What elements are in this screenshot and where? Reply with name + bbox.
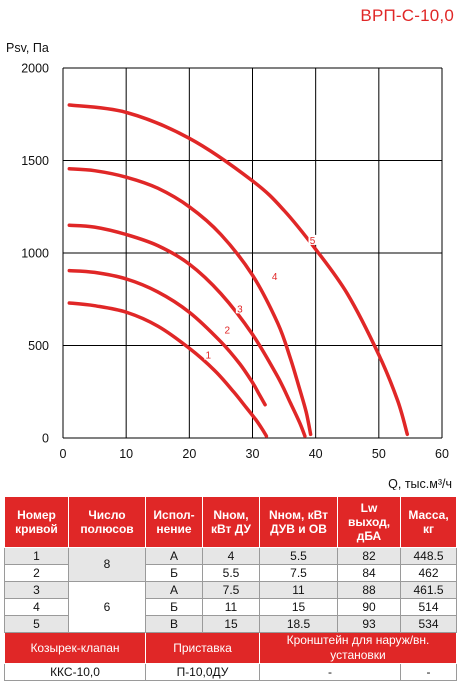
x-tick-label: 30 (246, 447, 260, 461)
cell-damper: ККС-10,0 (4, 663, 146, 681)
cell-sound-level: 82 (337, 547, 401, 565)
header-adapter: Приставка (145, 632, 260, 664)
table-row: 1 8 А 4 5.5 82 448.5 (4, 547, 457, 582)
chart-grid (62, 67, 443, 439)
curve-3 (67, 223, 307, 438)
cell-version: В (145, 615, 203, 633)
table-header-row: Номер кривой Число полюсов Испол-нение N… (4, 496, 457, 548)
curve-label-4: 4 (272, 272, 278, 283)
header-power-duv: Nном, кВт ДУВ и ОВ (259, 496, 338, 548)
cell-curve: 3 (4, 581, 69, 599)
cell-version: Б (145, 564, 203, 582)
cell-power-du: 7.5 (202, 581, 260, 599)
y-tick-label: 1500 (21, 154, 49, 168)
cell-poles: 6 (68, 581, 146, 633)
curve-1 (67, 301, 269, 438)
table-row: 3 6 А 7.5 11 88 461.5 (4, 581, 457, 633)
header-power-du: Nном, кВт ДУ (202, 496, 260, 548)
curve-5 (67, 103, 410, 437)
cell-power-duv: 5.5 (259, 547, 338, 565)
header-sound-level: Lw выход, дБА (337, 496, 401, 548)
x-tick-label: 40 (309, 447, 323, 461)
x-tick-label: 60 (435, 447, 449, 461)
y-tick-label: 1000 (21, 247, 49, 261)
cell-mass: 534 (400, 615, 457, 633)
cell-bracket-extra: - (400, 663, 457, 681)
cell-mass: 461.5 (400, 581, 457, 599)
header-bracket: Кронштейн для наруж/вн. установки (259, 632, 457, 664)
table-row: 5 В 15 18.5 93 534 (4, 615, 457, 633)
curve-label-bg (204, 349, 213, 360)
accessories-header-row: Козырек-клапан Приставка Кронштейн для н… (4, 632, 457, 664)
specification-table: Номер кривой Число полюсов Испол-нение N… (4, 496, 457, 681)
header-curve-number: Номер кривой (4, 496, 69, 548)
cell-power-duv: 11 (259, 581, 338, 599)
curve-4 (67, 167, 313, 437)
y-tick-label: 0 (42, 432, 49, 446)
curve-2 (67, 268, 267, 407)
y-tick-label: 2000 (21, 62, 49, 76)
cell-curve: 2 (4, 564, 69, 582)
cell-power-du: 5.5 (202, 564, 260, 582)
x-axis-title: Q, тыс.м³/ч (388, 477, 452, 490)
cell-mass: 514 (400, 598, 457, 616)
header-poles: Число полюсов (68, 496, 146, 548)
cell-curve: 5 (4, 615, 69, 633)
curve-label-bg (223, 324, 232, 335)
cell-sound-level: 84 (337, 564, 401, 582)
curve-label-2: 2 (224, 326, 230, 337)
chart-axes: 0 10 20 30 40 50 60 0 500 1000 1500 2000 (21, 62, 449, 462)
cell-curve: 1 (4, 547, 69, 565)
cell-power-du: 11 (202, 598, 260, 616)
cell-version: А (145, 547, 203, 565)
accessories-values-row: ККС-10,0 П-10,0ДУ - - (4, 663, 457, 681)
cell-power-duv: 7.5 (259, 564, 338, 582)
cell-adapter: П-10,0ДУ (145, 663, 260, 681)
cell-mass: 462 (400, 564, 457, 582)
cell-bracket: - (259, 663, 401, 681)
curve-label-1: 1 (206, 351, 212, 362)
cell-version: А (145, 581, 203, 599)
table-row: 4 Б 11 15 90 514 (4, 598, 457, 616)
curve-label-bg (308, 234, 317, 245)
header-version: Испол-нение (145, 496, 203, 548)
cell-power-duv: 15 (259, 598, 338, 616)
model-title: ВРП-С-10,0 (360, 6, 454, 25)
x-tick-label: 20 (182, 447, 196, 461)
y-tick-label: 500 (28, 339, 49, 353)
cell-version: Б (145, 598, 203, 616)
cell-mass: 448.5 (400, 547, 457, 565)
cell-sound-level: 90 (337, 598, 401, 616)
y-axis-title: Psv, Па (6, 41, 49, 55)
header-damper: Козырек-клапан (4, 632, 146, 664)
curve-label-5: 5 (310, 236, 316, 247)
x-tick-label: 10 (119, 447, 133, 461)
cell-power-du: 15 (202, 615, 260, 633)
header-mass: Масса, кг (400, 496, 457, 548)
curve-label-3: 3 (237, 304, 243, 315)
cell-power-du: 4 (202, 547, 260, 565)
cell-power-duv: 18.5 (259, 615, 338, 633)
cell-poles: 8 (68, 547, 146, 582)
curve-label-bg (270, 270, 279, 281)
x-tick-label: 50 (372, 447, 386, 461)
cell-sound-level: 88 (337, 581, 401, 599)
cell-curve: 4 (4, 598, 69, 616)
x-tick-label: 0 (60, 447, 67, 461)
cell-sound-level: 93 (337, 615, 401, 633)
curve-label-bg (235, 303, 244, 314)
